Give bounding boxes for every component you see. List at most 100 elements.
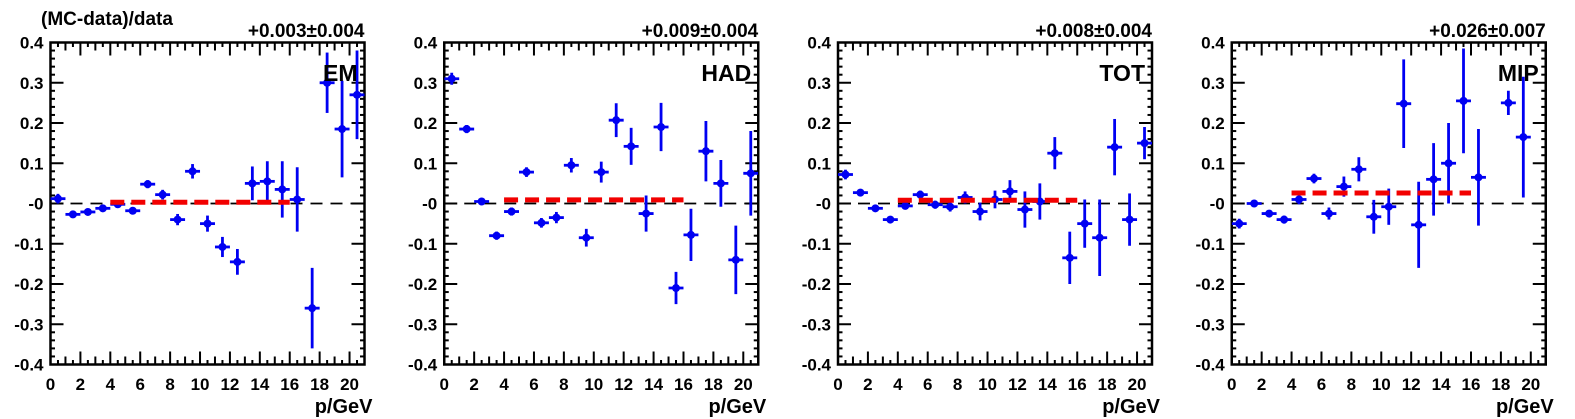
data-point bbox=[492, 231, 501, 240]
y-axis-tick-label: -0.3 bbox=[802, 315, 831, 334]
data-point bbox=[1474, 173, 1483, 182]
data-point bbox=[1354, 165, 1363, 174]
panel-label: EM bbox=[323, 60, 358, 86]
fit-result-text: +0.009±0.004 bbox=[642, 21, 759, 42]
x-axis-tick-label: 6 bbox=[923, 375, 932, 394]
data-point bbox=[143, 180, 152, 189]
y-axis-tick-label: 0.4 bbox=[807, 34, 831, 53]
y-axis-tick-label: -0 bbox=[422, 195, 437, 214]
data-point bbox=[447, 74, 456, 83]
axis-ticks bbox=[1231, 42, 1546, 365]
y-axis-tick-label: 0.2 bbox=[20, 114, 44, 133]
data-point bbox=[477, 197, 486, 206]
data-point bbox=[597, 168, 606, 177]
y-axis-tick-label: 0.4 bbox=[20, 34, 44, 53]
y-axis-tick-label: 0.3 bbox=[20, 74, 44, 93]
data-point bbox=[158, 190, 167, 199]
x-axis-tick-label: 2 bbox=[1257, 375, 1266, 394]
y-axis-tick-label: -0 bbox=[816, 195, 831, 214]
y-axis-tick-label: -0.3 bbox=[1195, 315, 1224, 334]
data-point bbox=[233, 257, 242, 266]
data-point bbox=[916, 190, 925, 199]
y-axis-tick-label: -0.1 bbox=[1195, 235, 1224, 254]
x-axis-tick-label: 8 bbox=[165, 375, 174, 394]
x-axis-tick-label: 6 bbox=[135, 375, 144, 394]
panel-label: MIP bbox=[1498, 60, 1539, 86]
x-axis-title: p/GeV bbox=[708, 396, 766, 418]
x-axis-tick-label: 12 bbox=[614, 375, 633, 394]
y-axis-tick-label: 0.1 bbox=[414, 154, 438, 173]
y-axis-tick-label: 0.1 bbox=[20, 154, 44, 173]
data-point bbox=[1110, 143, 1119, 152]
data-point bbox=[1005, 187, 1014, 196]
x-axis-tick-label: 20 bbox=[734, 375, 753, 394]
data-point bbox=[686, 230, 695, 239]
data-point bbox=[128, 206, 137, 215]
x-axis-tick-label: 12 bbox=[1402, 375, 1421, 394]
data-point bbox=[1459, 96, 1468, 105]
x-axis-tick-label: 14 bbox=[1038, 375, 1057, 394]
fit-result-text: +0.026±0.007 bbox=[1429, 21, 1546, 42]
data-point bbox=[1369, 212, 1378, 221]
x-axis-tick-label: 16 bbox=[280, 375, 299, 394]
data-point bbox=[1250, 199, 1259, 208]
data-point bbox=[627, 142, 636, 151]
x-axis-tick-label: 4 bbox=[893, 375, 903, 394]
fit-result-text: +0.003±0.004 bbox=[248, 21, 365, 42]
x-axis-tick-label: 4 bbox=[1287, 375, 1297, 394]
data-point bbox=[746, 169, 755, 178]
x-axis-tick-label: 14 bbox=[644, 375, 663, 394]
x-axis-tick-label: 0 bbox=[440, 375, 449, 394]
y-axis-tick-label: -0.3 bbox=[14, 315, 43, 334]
x-axis-tick-label: 10 bbox=[1372, 375, 1391, 394]
x-axis-tick-label: 20 bbox=[340, 375, 359, 394]
data-point bbox=[731, 255, 740, 264]
y-axis-tick-label: -0.2 bbox=[14, 275, 43, 294]
data-point bbox=[1339, 182, 1348, 191]
data-point bbox=[886, 215, 895, 224]
y-axis-tick-label: -0.1 bbox=[408, 235, 437, 254]
data-point bbox=[462, 125, 471, 134]
x-axis-tick-label: 0 bbox=[1227, 375, 1236, 394]
x-axis-title: p/GeV bbox=[1496, 396, 1554, 418]
data-point bbox=[976, 207, 985, 216]
x-axis-tick-label: 12 bbox=[1008, 375, 1027, 394]
panel-em: 0.4 0.3 0.2 0.1 -0 -0.1 -0.2 -0.3 -0.40 2 4 6 8 10 12 1… bbox=[14, 9, 373, 418]
y-axis-tick-label: 0.2 bbox=[414, 114, 438, 133]
x-axis-tick-label: 8 bbox=[953, 375, 962, 394]
data-point bbox=[1295, 195, 1304, 204]
x-axis-title: p/GeV bbox=[1102, 396, 1160, 418]
data-point bbox=[1035, 197, 1044, 206]
x-axis-tick-label: 18 bbox=[704, 375, 723, 394]
panel-tot: 0.4 0.3 0.2 0.1 -0 -0.1 -0.2 -0.3 -0.40 2 4 6 8 10 12 1… bbox=[802, 21, 1161, 418]
x-axis-tick-label: 16 bbox=[674, 375, 693, 394]
y-axis-tick-label: 0.2 bbox=[807, 114, 831, 133]
data-point bbox=[871, 204, 880, 213]
x-axis-tick-label: 16 bbox=[1068, 375, 1087, 394]
x-axis-tick-label: 8 bbox=[559, 375, 568, 394]
data-point bbox=[278, 185, 287, 194]
data-point bbox=[98, 204, 107, 213]
y-axis-tick-label: -0.4 bbox=[14, 356, 44, 375]
y-axis-tick-label: -0.4 bbox=[1195, 356, 1225, 375]
data-point bbox=[1504, 98, 1513, 107]
data-point bbox=[338, 125, 347, 134]
data-point bbox=[931, 200, 940, 209]
data-point bbox=[582, 233, 591, 242]
data-point bbox=[1050, 149, 1059, 158]
x-axis-tick-label: 20 bbox=[1128, 375, 1147, 394]
x-axis-tick-label: 0 bbox=[833, 375, 842, 394]
data-point bbox=[1095, 233, 1104, 242]
data-point bbox=[83, 207, 92, 216]
panel-label: HAD bbox=[701, 60, 751, 86]
data-point bbox=[657, 123, 666, 132]
x-axis-tick-label: 4 bbox=[499, 375, 509, 394]
x-axis-title: p/GeV bbox=[315, 396, 373, 418]
data-point bbox=[1519, 133, 1528, 142]
data-point bbox=[1235, 219, 1244, 228]
fit-result-text: +0.008±0.004 bbox=[1035, 21, 1152, 42]
data-point bbox=[1309, 174, 1318, 183]
x-axis-tick-label: 10 bbox=[584, 375, 603, 394]
